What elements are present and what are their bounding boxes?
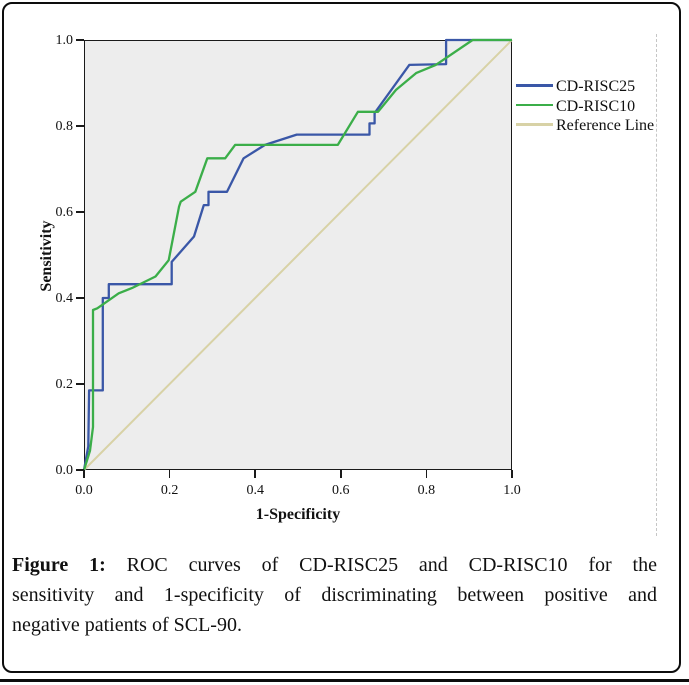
y-tick-label: 0.0 — [55, 463, 74, 478]
figure-caption: Figure 1: ROC curves of CD-RISC25 and CD… — [12, 550, 657, 640]
column-divider-dashed-line — [656, 34, 657, 536]
x-tick-label: 0.8 — [417, 483, 436, 498]
y-tick-label: 0.8 — [55, 119, 74, 134]
y-tick-label: 0.4 — [55, 291, 74, 306]
figure-border — [2, 2, 681, 673]
reference-line-swatch — [516, 123, 553, 126]
y-tick-label: 0.6 — [55, 205, 74, 220]
x-tick-label: 0.6 — [332, 483, 350, 498]
reference-line-curve — [83, 39, 513, 471]
y-tick-label: 0.2 — [55, 377, 74, 392]
x-tick-mark — [425, 470, 428, 478]
y-tick-label: 1.0 — [55, 33, 74, 48]
x-tick-label: 0.2 — [160, 483, 179, 498]
x-axis-title: 1-Specificity — [255, 506, 341, 523]
cd-risc25-line-swatch — [516, 84, 553, 87]
x-tick-mark — [511, 470, 513, 478]
caption-text: ROC curves of CD-RISC25 and CD-RISC10 fo… — [105, 554, 657, 576]
y-axis-title: Sensitivity — [38, 220, 55, 292]
x-tick-mark — [168, 470, 171, 478]
y-tick-mark — [76, 383, 84, 385]
y-tick-mark — [76, 297, 84, 299]
legend-label: CD-RISC10 — [556, 97, 636, 115]
y-tick-mark — [76, 125, 84, 127]
x-tick-mark — [254, 470, 256, 478]
cd-risc25-curve — [82, 38, 512, 471]
x-tick-mark — [83, 470, 85, 478]
legend-label: CD-RISC25 — [556, 78, 636, 95]
bottom-rule — [0, 679, 689, 682]
y-tick-mark — [76, 211, 84, 213]
legend-label: Reference Line — [556, 117, 655, 134]
cd-risc10-line-swatch — [516, 103, 553, 106]
y-tick-mark — [76, 469, 84, 471]
x-tick-label: 0.0 — [75, 483, 93, 498]
caption-label: Figure 1: — [12, 554, 106, 576]
x-tick-label: 0.4 — [246, 483, 264, 498]
caption-line-2: sensitivity and 1-specificity of discrim… — [12, 584, 657, 606]
caption-line-1: Figure 1: ROC curves of CD-RISC25 and CD… — [12, 550, 657, 580]
caption-line-3: negative patients of SCL-90. — [12, 614, 242, 636]
roc-curves-svg — [82, 38, 513, 471]
y-tick-mark — [76, 39, 84, 41]
x-tick-label: 1.0 — [503, 483, 521, 498]
cd-risc10-curve — [82, 38, 512, 471]
x-tick-mark — [340, 470, 342, 478]
